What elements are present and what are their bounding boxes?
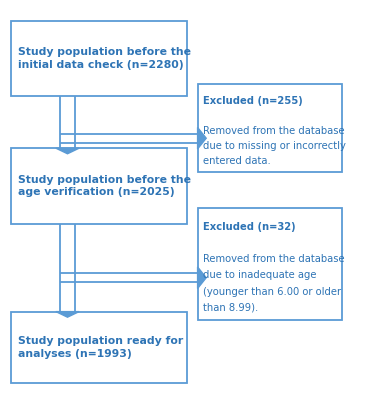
FancyBboxPatch shape (198, 208, 342, 320)
Polygon shape (56, 148, 79, 154)
Text: Study population before the
age verification (n=2025): Study population before the age verifica… (18, 175, 191, 198)
FancyBboxPatch shape (198, 84, 342, 172)
Text: Study population ready for
analyses (n=1993): Study population ready for analyses (n=1… (18, 336, 183, 359)
Polygon shape (198, 267, 206, 288)
Text: Excluded (n=32): Excluded (n=32) (203, 222, 295, 232)
Text: Removed from the database: Removed from the database (203, 254, 345, 264)
FancyBboxPatch shape (11, 148, 187, 224)
Text: (younger than 6.00 or older: (younger than 6.00 or older (203, 287, 341, 297)
Text: Removed from the database: Removed from the database (203, 126, 345, 136)
Text: Study population before the
initial data check (n=2280): Study population before the initial data… (18, 47, 191, 70)
Polygon shape (56, 312, 79, 317)
Text: due to missing or incorrectly: due to missing or incorrectly (203, 141, 346, 151)
FancyBboxPatch shape (11, 312, 187, 383)
FancyBboxPatch shape (11, 21, 187, 96)
Polygon shape (198, 128, 206, 149)
Text: entered data.: entered data. (203, 156, 270, 166)
Text: Excluded (n=255): Excluded (n=255) (203, 96, 303, 106)
Text: due to inadequate age: due to inadequate age (203, 270, 316, 280)
Text: than 8.99).: than 8.99). (203, 303, 258, 313)
